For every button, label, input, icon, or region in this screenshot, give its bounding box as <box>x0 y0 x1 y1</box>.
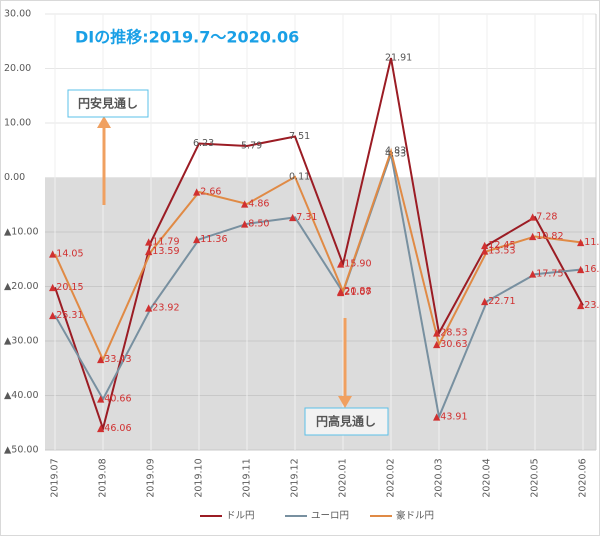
data-label: ▲33.43 <box>97 354 132 365</box>
data-label: 4.83 <box>385 146 406 157</box>
y-tick-label: 20.00 <box>4 63 31 74</box>
x-tick-label: 2020.04 <box>482 458 493 497</box>
data-label: ▲40.66 <box>97 394 132 405</box>
negative-zone <box>45 177 596 450</box>
data-label: ▲12.45 <box>481 240 516 251</box>
data-label: ▲11.36 <box>193 234 228 245</box>
data-label: 21.91 <box>385 53 412 64</box>
data-label: ▲28.53 <box>433 327 468 338</box>
data-label: ▲13.59 <box>145 246 180 257</box>
data-label: 6.23 <box>193 138 214 149</box>
x-tick-label: 2019.09 <box>146 458 157 497</box>
y-tick-label: 30.00 <box>4 9 31 20</box>
legend-label: ドル円 <box>226 511 255 522</box>
y-tick-label: 10.00 <box>4 118 31 129</box>
down-arrow-head <box>338 396 352 408</box>
data-label: ▲16.85 <box>577 264 600 275</box>
data-label: ▲7.28 <box>529 212 557 223</box>
series-line <box>54 57 584 433</box>
x-tick-label: 2020.05 <box>530 458 541 497</box>
data-label: ▲8.50 <box>241 218 269 229</box>
annotation-box <box>304 407 389 436</box>
data-label: ▲14.05 <box>49 249 84 260</box>
data-label: ▲43.91 <box>433 411 468 422</box>
data-label: ▲23.48 <box>577 300 600 311</box>
data-label: 7.51 <box>289 131 310 142</box>
y-tick-label: ▲50.00 <box>4 445 39 456</box>
x-tick-label: 2019.12 <box>290 458 301 497</box>
legend-label: 豪ドル円 <box>396 510 434 522</box>
legend-label: ユーロ円 <box>311 511 349 522</box>
y-tick-label: ▲30.00 <box>4 336 39 347</box>
data-label: ▲21.07 <box>337 287 372 298</box>
series-line <box>54 147 584 363</box>
data-label: ▲17.75 <box>529 269 564 280</box>
data-label: 0.11 <box>289 171 310 182</box>
data-label: ▲20.15 <box>49 282 84 293</box>
x-tick-label: 2020.02 <box>386 458 397 497</box>
x-tick-label: 2019.07 <box>50 458 61 497</box>
data-label: ▲11.95 <box>577 237 600 248</box>
data-label: ▲13.53 <box>481 246 516 257</box>
x-tick-label: 2020.01 <box>338 458 349 497</box>
y-tick-label: ▲10.00 <box>4 227 39 238</box>
y-tick-label: 0.00 <box>4 172 25 183</box>
y-tick-label: ▲20.00 <box>4 281 39 292</box>
x-tick-label: 2020.06 <box>578 458 589 497</box>
x-tick-label: 2020.03 <box>434 458 445 497</box>
data-label: ▲15.90 <box>337 259 372 270</box>
plot-area: 30.00 20.00 10.00 0.00 ▲10.00 ▲20.00 ▲30.00 ▲40… <box>4 9 600 498</box>
chart-title: DIの推移:2019.7～2020.06 <box>75 28 299 47</box>
annotation-box <box>67 89 149 118</box>
x-tick-label: 2019.10 <box>194 458 205 497</box>
data-label: ▲46.06 <box>97 423 132 434</box>
x-tick-label: 2019.11 <box>242 458 253 497</box>
annotation: 円高見通し <box>316 414 376 429</box>
annotation: 円安見通し <box>78 96 138 111</box>
y-tick-label: ▲40.00 <box>4 390 39 401</box>
data-label: 5.79 <box>241 140 262 151</box>
data-label: ▲22.71 <box>481 296 516 307</box>
data-label: ▲25.31 <box>49 310 84 321</box>
data-label: ▲4.86 <box>241 198 269 209</box>
x-tick-label: 2019.08 <box>98 458 109 497</box>
data-label: ▲11.79 <box>145 236 180 247</box>
series-line <box>54 149 584 421</box>
data-label: ▲23.92 <box>145 302 180 313</box>
data-label: 4.33 <box>385 148 406 159</box>
data-label: ▲2.66 <box>193 186 221 197</box>
up-arrow-head <box>97 116 111 128</box>
data-label: ▲10.82 <box>529 231 564 242</box>
data-label: ▲7.31 <box>289 212 317 223</box>
data-label: ▲30.63 <box>433 339 468 350</box>
data-label: ▲20.88 <box>337 286 372 297</box>
